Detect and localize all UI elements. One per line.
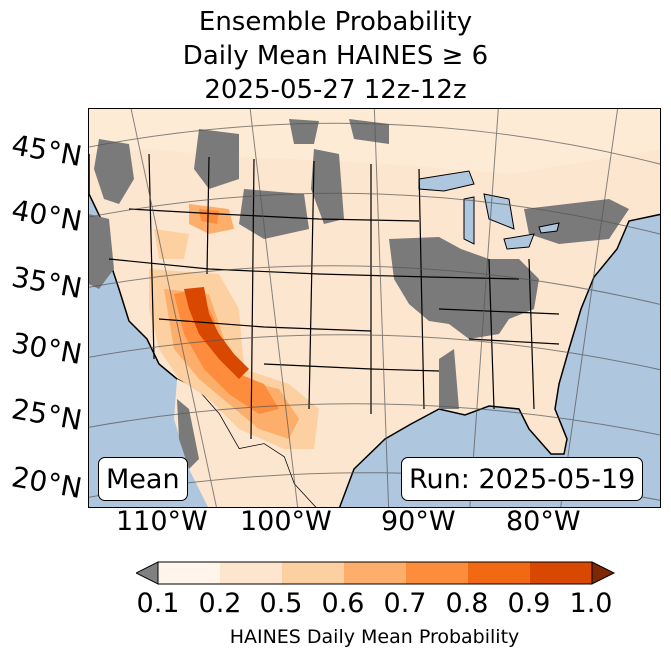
probability-shading: [149, 204, 319, 449]
colorbar-segments: [157, 561, 593, 585]
lon-label-90: 90°W: [381, 506, 456, 537]
colorbar-segment: [220, 562, 282, 584]
lat-label-30: 30°N: [9, 326, 85, 372]
probability-map: [88, 108, 661, 508]
colorbar-tick-7: 1.0: [569, 588, 613, 619]
colorbar-tick-6: 0.9: [507, 588, 551, 619]
lat-label-45: 45°N: [9, 128, 85, 174]
colorbar-segment: [158, 562, 220, 584]
colorbar-under-arrow: [136, 561, 159, 585]
title-line-1: Ensemble Probability: [198, 7, 473, 37]
lon-label-110: 110°W: [116, 506, 208, 537]
title-line-3: 2025-05-27 12z-12z: [204, 75, 467, 105]
lon-label-80: 80°W: [506, 506, 581, 537]
colorbar-tick-0: 0.1: [136, 588, 180, 619]
title-line-2: Daily Mean HAINES ≥ 6: [182, 41, 489, 71]
colorbar-segment: [282, 562, 344, 584]
stat-label-box: Mean: [98, 457, 188, 501]
colorbar: [136, 561, 616, 585]
colorbar-segment: [406, 562, 468, 584]
colorbar-tick-5: 0.8: [445, 588, 489, 619]
colorbar-tick-3: 0.6: [321, 588, 365, 619]
state-borders: [108, 153, 560, 440]
colorbar-over-arrow: [591, 561, 616, 585]
lat-label-35: 35°N: [9, 260, 85, 306]
colorbar-label: HAINES Daily Mean Probability: [229, 626, 520, 648]
colorbar-segment: [344, 562, 406, 584]
lat-label-25: 25°N: [9, 392, 85, 438]
lat-label-40: 40°N: [9, 193, 85, 239]
colorbar-tick-4: 0.7: [383, 588, 427, 619]
lat-label-20: 20°N: [9, 460, 85, 506]
colorbar-tick-1: 0.2: [198, 588, 242, 619]
run-date-box: Run: 2025-05-19: [401, 457, 644, 501]
colorbar-segment: [468, 562, 530, 584]
lon-label-100: 100°W: [240, 506, 332, 537]
graticule: [89, 109, 660, 507]
missing-data-regions: [89, 119, 629, 469]
colorbar-tick-2: 0.5: [259, 588, 303, 619]
colorbar-segment: [530, 562, 592, 584]
map-svg: [89, 109, 660, 507]
